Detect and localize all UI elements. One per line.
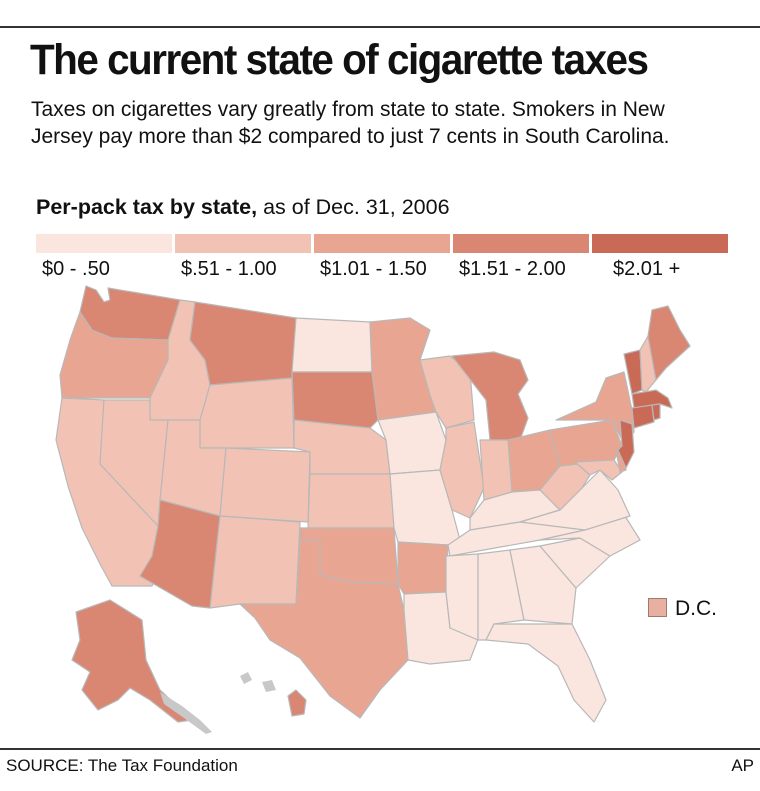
state-maryland: [574, 459, 623, 481]
bottom-rule: [0, 748, 760, 750]
state-georgia: [509, 545, 577, 625]
state-maine: [647, 305, 691, 381]
chart-description: Taxes on cigarettes vary greatly from st…: [31, 98, 670, 148]
hawaii-island-medium: [262, 680, 276, 692]
state-north-dakota: [291, 317, 373, 373]
state-rhode-island: [651, 403, 661, 421]
state-kansas: [307, 473, 395, 529]
state-south-dakota: [291, 371, 379, 429]
legend-label-1: $.51 - 1.00: [181, 258, 277, 280]
state-florida: [485, 623, 607, 723]
state-wyoming: [199, 377, 295, 449]
state-arkansas: [397, 541, 449, 595]
legend-swatch-2: [314, 234, 450, 253]
legend-label-0: $0 - .50: [42, 258, 110, 280]
subtitle-bold: Per-pack tax by state,: [36, 195, 258, 219]
state-indiana: [479, 439, 513, 501]
dc-legend: D.C.: [648, 597, 717, 621]
states: [55, 285, 691, 723]
subtitle-rest: as of Dec. 31, 2006: [257, 195, 450, 219]
dc-label: D.C.: [675, 597, 717, 620]
legend-swatch-4: [592, 234, 728, 253]
alaska-panhandle-shape: [160, 692, 212, 734]
top-rule: [0, 26, 760, 28]
legend-swatch-3: [453, 234, 589, 253]
state-new-jersey: [617, 419, 635, 469]
state-michigan: [451, 351, 529, 441]
state-new-mexico: [209, 515, 301, 609]
state-mississippi: [445, 553, 479, 641]
legend-swatch-1: [175, 234, 311, 253]
chart-title: The current state of cigarette taxes: [30, 36, 649, 84]
state-virginia: [519, 469, 631, 531]
state-new-hampshire: [639, 335, 657, 393]
legend-swatch-0: [36, 234, 172, 253]
state-pennsylvania: [549, 419, 623, 467]
legend-label-2: $1.01 - 1.50: [320, 258, 427, 280]
state-alaska: [71, 599, 193, 723]
legend-label-3: $1.51 - 2.00: [459, 258, 566, 280]
state-illinois: [439, 421, 485, 519]
chart-subtitle: Per-pack tax by state, as of Dec. 31, 20…: [36, 195, 450, 220]
unlabeled-islands: [160, 672, 276, 734]
state-connecticut: [631, 404, 655, 429]
legend-label-4: $2.01 +: [613, 258, 681, 280]
dc-swatch: [648, 598, 667, 617]
state-hawaii: [287, 689, 307, 717]
source-credit: SOURCE: The Tax Foundation: [6, 756, 238, 775]
agency-credit: AP: [731, 756, 754, 775]
legend: $0 - .50 $.51 - 1.00 $1.01 - 1.50 $1.51 …: [36, 234, 728, 282]
state-colorado: [219, 447, 311, 523]
hawaii-island-small: [240, 672, 252, 684]
